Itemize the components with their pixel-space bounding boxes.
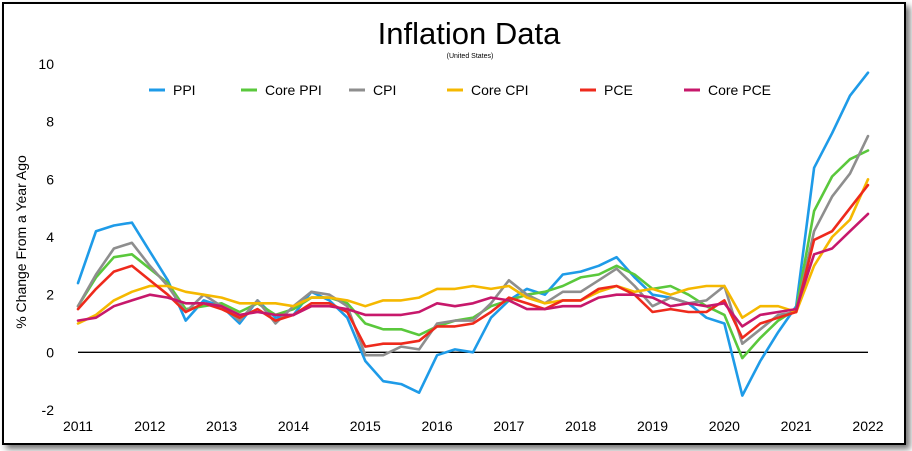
series-line-ppi bbox=[76, 71, 870, 397]
legend-label-ppi: PPI bbox=[173, 82, 196, 98]
legend-label-pce: PCE bbox=[604, 82, 633, 98]
y-axis-label: % Change From a Year Ago bbox=[13, 155, 29, 329]
x-tick-label: 2021 bbox=[781, 418, 812, 434]
y-tick-label: 10 bbox=[38, 56, 54, 72]
inflation-line-chart: Inflation Data (United States) % Change … bbox=[13, 16, 884, 434]
x-axis-ticks: 2011 2012 2013 2014 2015 2016 2017 2018 2019 2020… bbox=[63, 418, 884, 434]
x-tick-label: 2013 bbox=[206, 418, 237, 434]
series-line-core-ppi bbox=[76, 149, 870, 360]
y-tick-label: 6 bbox=[46, 171, 54, 187]
x-tick-label: 2019 bbox=[637, 418, 668, 434]
chart-subtitle: (United States) bbox=[447, 53, 494, 60]
legend-label-core-cpi: Core CPI bbox=[471, 82, 529, 98]
y-tick-label: 2 bbox=[46, 287, 54, 303]
x-tick-label: 2012 bbox=[134, 418, 165, 434]
x-tick-label: 2018 bbox=[565, 418, 596, 434]
chart-frame: Inflation Data (United States) % Change … bbox=[2, 2, 906, 445]
series-line-core-pce bbox=[76, 212, 870, 328]
y-tick-label: -2 bbox=[42, 402, 55, 418]
x-tick-label: 2015 bbox=[350, 418, 381, 434]
legend-label-core-pce: Core PCE bbox=[708, 82, 771, 98]
y-tick-label: 8 bbox=[46, 114, 54, 130]
series-line-core-cpi bbox=[76, 178, 870, 325]
x-tick-label: 2014 bbox=[278, 418, 309, 434]
legend-label-cpi: CPI bbox=[373, 82, 396, 98]
chart-title: Inflation Data bbox=[378, 16, 561, 51]
chart-legend: PPI Core PPI CPI Core CPI PCE Core PCE bbox=[149, 82, 771, 98]
x-tick-label: 2016 bbox=[422, 418, 453, 434]
y-axis-ticks: -2 0 2 4 6 8 10 bbox=[38, 56, 54, 418]
legend-label-core-ppi: Core PPI bbox=[265, 82, 322, 98]
y-tick-label: 0 bbox=[46, 344, 54, 360]
x-tick-label: 2017 bbox=[493, 418, 524, 434]
x-tick-label: 2020 bbox=[709, 418, 740, 434]
series-lines bbox=[76, 71, 870, 397]
x-tick-label: 2011 bbox=[63, 418, 93, 434]
y-tick-label: 4 bbox=[46, 229, 54, 245]
x-tick-label: 2022 bbox=[852, 418, 883, 434]
